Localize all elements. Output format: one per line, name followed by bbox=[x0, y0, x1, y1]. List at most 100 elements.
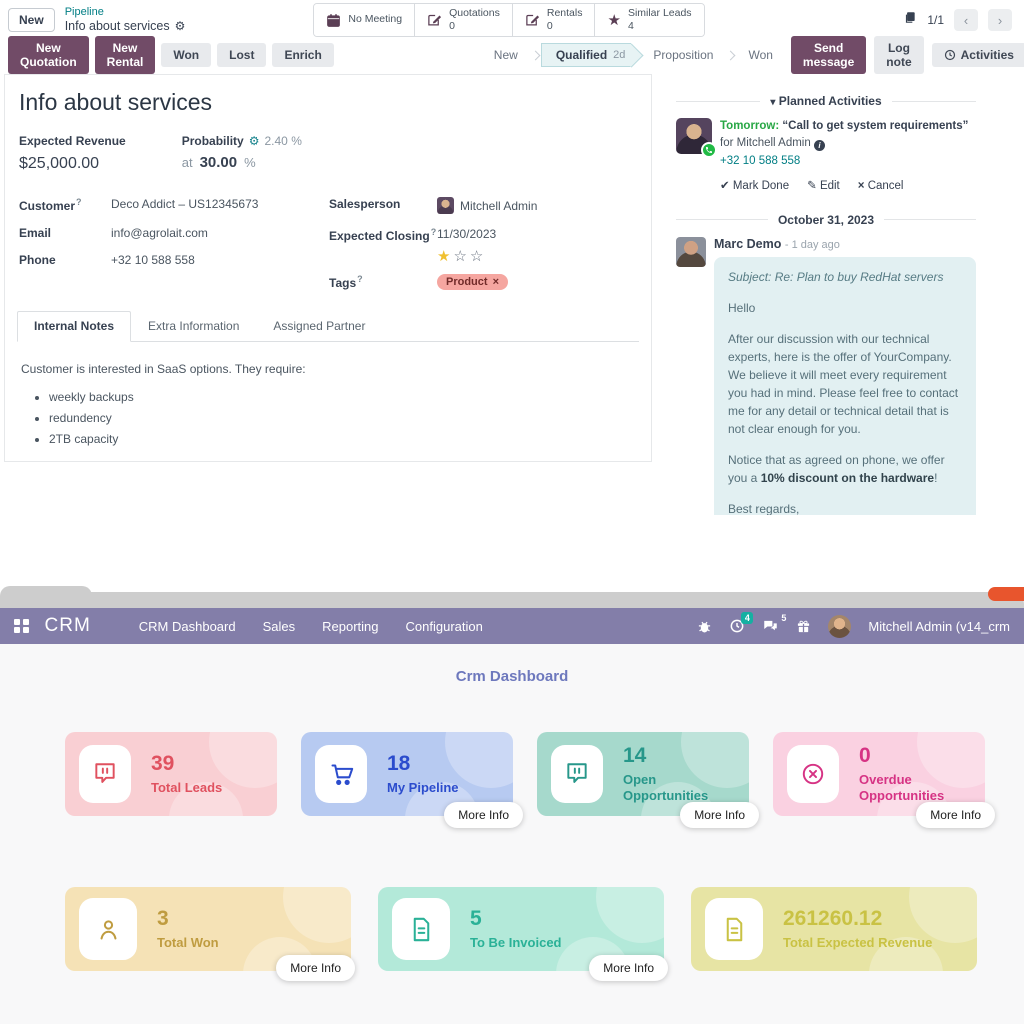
priority-stars[interactable]: ★☆☆ bbox=[437, 247, 486, 265]
new-record-button[interactable]: New bbox=[8, 8, 55, 32]
stat-button-quotations[interactable]: Quotations 0 bbox=[415, 3, 513, 37]
card-my-pipeline[interactable]: 18 My Pipeline More Info bbox=[301, 732, 523, 828]
probability-gear-icon[interactable]: ⚙ bbox=[248, 134, 260, 148]
stat-label: Quotations bbox=[449, 6, 500, 19]
notebook-tabs: Internal Notes Extra Information Assigne… bbox=[17, 311, 639, 342]
check-icon: ✔ bbox=[720, 180, 730, 193]
activity-count-badge: 4 bbox=[741, 612, 754, 624]
tab-assigned-partner[interactable]: Assigned Partner bbox=[273, 319, 366, 333]
card-total-leads[interactable]: 39 Total Leads bbox=[65, 732, 277, 816]
pager-next-button[interactable]: › bbox=[988, 9, 1012, 31]
messages-icon[interactable]: 5 bbox=[762, 613, 786, 634]
edit-note-icon bbox=[427, 13, 442, 28]
card-total-won[interactable]: 3 Total Won More Info bbox=[65, 887, 355, 981]
activities-button[interactable]: Activities bbox=[931, 43, 1024, 67]
log-note-button[interactable]: Log note bbox=[874, 36, 924, 74]
card-label: Open Opportunities bbox=[623, 771, 709, 803]
expected-closing-value[interactable]: 11/30/2023 bbox=[437, 227, 497, 241]
planned-activity-item: Tomorrow: “Call to get system requiremen… bbox=[676, 118, 976, 195]
tab-extra-information[interactable]: Extra Information bbox=[148, 319, 240, 333]
pager-prev-button[interactable]: ‹ bbox=[954, 9, 978, 31]
pages-icon[interactable] bbox=[903, 10, 917, 30]
cancel-activity-button[interactable]: × Cancel bbox=[857, 180, 904, 193]
opportunity-title[interactable]: Info about services bbox=[19, 89, 213, 115]
orange-indicator bbox=[988, 587, 1024, 601]
star-empty-icon[interactable]: ☆ bbox=[469, 248, 487, 265]
more-info-button[interactable]: More Info bbox=[916, 802, 995, 828]
caret-down-icon: ▾ bbox=[770, 97, 776, 108]
tag-product[interactable]: Product × bbox=[437, 274, 508, 290]
menu-configuration[interactable]: Configuration bbox=[405, 618, 483, 634]
apps-menu-icon[interactable] bbox=[14, 618, 29, 634]
debug-bug-icon[interactable] bbox=[697, 619, 712, 634]
card-open-opportunities[interactable]: 14 Open Opportunities More Info bbox=[537, 732, 759, 828]
stage-qualified-active[interactable]: Qualified 2d bbox=[540, 43, 632, 67]
activity-phone-link[interactable]: +32 10 588 558 bbox=[720, 155, 801, 168]
breadcrumb-parent[interactable]: Pipeline bbox=[64, 5, 104, 18]
send-message-button[interactable]: Send message bbox=[790, 36, 867, 74]
edit-activity-button[interactable]: ✎ Edit bbox=[807, 180, 840, 193]
menu-sales[interactable]: Sales bbox=[262, 618, 296, 634]
more-info-button[interactable]: More Info bbox=[680, 802, 759, 828]
expected-revenue-value[interactable]: $25,000.00 bbox=[19, 155, 100, 172]
star-filled-icon[interactable]: ★ bbox=[437, 248, 454, 265]
dashboard-title: Crm Dashboard bbox=[455, 668, 569, 685]
card-label: Total Leads bbox=[151, 779, 223, 795]
tag-remove-icon[interactable]: × bbox=[492, 276, 499, 288]
pager: 1/1 ‹ › bbox=[903, 9, 1016, 31]
stage-new[interactable]: New bbox=[493, 48, 518, 62]
card-to-be-invoiced[interactable]: 5 To Be Invoiced More Info bbox=[378, 887, 668, 981]
star-icon: ★ bbox=[607, 12, 621, 29]
message-author[interactable]: Marc Demo bbox=[714, 236, 782, 251]
stat-button-no-meeting[interactable]: No Meeting bbox=[314, 3, 416, 37]
action-gear-icon[interactable]: ⚙ bbox=[174, 19, 186, 34]
more-info-button[interactable]: More Info bbox=[276, 955, 355, 981]
new-quotation-button[interactable]: New Quotation bbox=[8, 36, 89, 74]
card-total-expected-revenue[interactable]: 261260.12 Total Expected Revenue bbox=[691, 887, 977, 971]
card-value: 39 bbox=[151, 751, 175, 775]
stage-proposition[interactable]: Proposition bbox=[653, 48, 714, 62]
customer-value[interactable]: Deco Addict – US12345673 bbox=[111, 197, 259, 211]
chatter-toolbar: Send message Log note Activities 1 1 ✔ F… bbox=[790, 36, 1024, 74]
tab-internal-notes[interactable]: Internal Notes bbox=[17, 311, 132, 342]
stat-label: No Meeting bbox=[348, 13, 403, 26]
help-marker: ? bbox=[76, 197, 82, 207]
new-rental-button[interactable]: New Rental bbox=[94, 36, 156, 74]
star-empty-icon[interactable]: ☆ bbox=[453, 248, 470, 265]
crm-dashboard: Crm Dashboard 39 Total Leads 18 My Pipel… bbox=[0, 644, 1024, 1024]
stat-button-similar-leads[interactable]: ★ Similar Leads 4 bbox=[595, 3, 704, 37]
stat-value: 0 bbox=[449, 20, 455, 32]
salesperson-value[interactable]: Mitchell Admin bbox=[460, 199, 538, 213]
card-value: 261260.12 bbox=[783, 906, 883, 930]
more-info-button[interactable]: More Info bbox=[589, 955, 668, 981]
card-label: Total Expected Revenue bbox=[783, 934, 933, 950]
stage-won[interactable]: Won bbox=[748, 48, 773, 62]
stat-button-rentals[interactable]: Rentals 0 bbox=[512, 3, 596, 37]
probability-auto-value: 2.40 % bbox=[264, 134, 302, 148]
user-avatar[interactable] bbox=[828, 614, 852, 638]
stat-button-group: No Meeting Quotations 0 Rentals 0 ★ Simila… bbox=[313, 2, 705, 38]
phone-value[interactable]: +32 10 588 558 bbox=[111, 253, 195, 267]
mark-done-button[interactable]: ✔ Mark Done bbox=[720, 180, 790, 193]
message-paragraph: After our discussion with our technical … bbox=[728, 331, 959, 436]
enrich-button[interactable]: Enrich bbox=[272, 43, 334, 67]
planned-activities-toggle[interactable]: ▾ Planned Activities bbox=[770, 94, 882, 108]
card-overdue-opportunities[interactable]: 0 Overdue Opportunities More Info bbox=[773, 732, 995, 828]
activities-clock-icon[interactable]: 4 bbox=[729, 612, 754, 634]
notes-bullet: 2TB capacity bbox=[49, 432, 635, 446]
internal-notes-content[interactable]: Customer is interested in SaaS options. … bbox=[17, 342, 639, 473]
lost-button[interactable]: Lost bbox=[217, 43, 267, 67]
card-value: 0 bbox=[859, 743, 871, 767]
app-brand[interactable]: CRM bbox=[44, 615, 91, 636]
email-value[interactable]: info@agrolait.com bbox=[111, 226, 208, 240]
date-divider-label: October 31, 2023 bbox=[777, 212, 875, 227]
won-button[interactable]: Won bbox=[161, 43, 212, 67]
more-info-button[interactable]: More Info bbox=[444, 802, 523, 828]
menu-crm-dashboard[interactable]: CRM Dashboard bbox=[138, 618, 236, 634]
menu-reporting[interactable]: Reporting bbox=[322, 618, 379, 634]
calendar-icon bbox=[326, 13, 341, 28]
info-icon[interactable]: i bbox=[813, 139, 825, 151]
gift-icon[interactable] bbox=[796, 619, 811, 634]
probability-value[interactable]: 30.00 bbox=[199, 154, 238, 171]
user-menu[interactable]: Mitchell Admin (v14_crm bbox=[868, 618, 1010, 634]
